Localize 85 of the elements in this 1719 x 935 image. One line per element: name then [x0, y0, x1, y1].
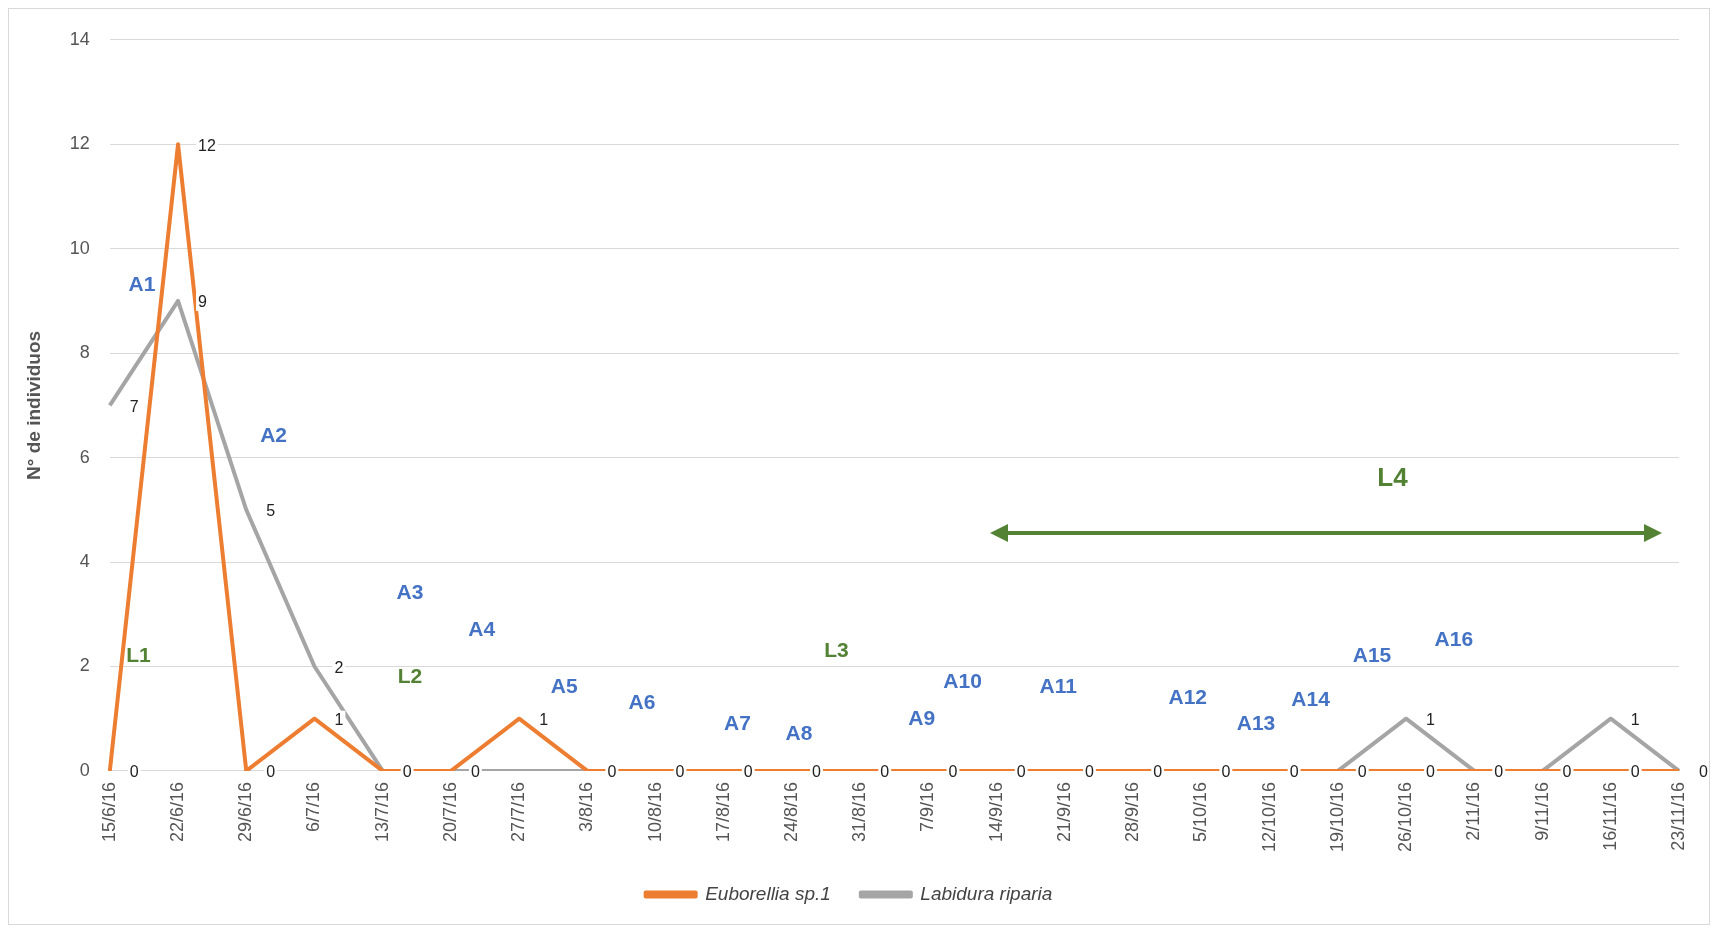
- data-label: 0: [266, 763, 276, 781]
- data-label: 0: [1630, 763, 1640, 781]
- data-label: 2: [334, 658, 344, 676]
- data-label: 0: [743, 763, 753, 781]
- data-label: 0: [880, 763, 890, 781]
- annotation: A16: [1434, 627, 1474, 651]
- data-label: 0: [675, 763, 685, 781]
- annotation: L2: [397, 663, 423, 687]
- x-tick-label: 13/7/16: [371, 781, 392, 842]
- annotation: A3: [396, 580, 424, 604]
- annotation: A11: [1039, 674, 1078, 698]
- annotation: L3: [824, 637, 849, 661]
- data-label: 0: [1016, 763, 1026, 781]
- data-label: 0: [402, 763, 412, 781]
- data-label: 7: [129, 397, 139, 415]
- x-tick-label: 3/8/16: [576, 781, 597, 832]
- x-tick-label: 10/8/16: [644, 781, 665, 842]
- y-tick-label: 8: [79, 342, 90, 363]
- annotation: A15: [1352, 642, 1392, 666]
- x-tick-label: 7/9/16: [917, 781, 938, 832]
- x-tick-label: 9/11/16: [1531, 781, 1552, 841]
- x-tick-label: 12/10/16: [1258, 781, 1279, 853]
- annotation: A13: [1236, 710, 1276, 734]
- data-label: 0: [812, 763, 822, 781]
- y-tick-label: 14: [69, 28, 90, 49]
- x-tick-label: 15/6/16: [98, 781, 119, 842]
- x-tick-label: 16/11/16: [1599, 781, 1620, 851]
- x-tick-label: 23/11/16: [1667, 781, 1688, 851]
- y-tick-label: 2: [79, 655, 90, 676]
- data-label: 0: [1562, 763, 1572, 781]
- legend-label: Euborellia sp.1: [705, 882, 831, 904]
- annotation: A1: [128, 272, 156, 296]
- data-label: 0: [1153, 763, 1163, 781]
- x-tick-label: 14/9/16: [985, 781, 1006, 842]
- x-tick-label: 29/6/16: [235, 781, 256, 842]
- data-label: 5: [266, 502, 276, 520]
- y-tick-label: 6: [79, 446, 90, 467]
- data-label: 0: [1357, 763, 1367, 781]
- x-tick-label: 20/7/16: [439, 781, 460, 842]
- x-tick-label: 21/9/16: [1053, 781, 1074, 842]
- y-tick-label: 10: [69, 237, 90, 258]
- annotation: A2: [260, 423, 287, 447]
- data-label: 12: [198, 136, 216, 154]
- x-tick-label: 31/8/16: [849, 781, 870, 842]
- annotation: A7: [724, 710, 751, 734]
- annotation: A12: [1168, 684, 1208, 708]
- y-tick-label: 0: [79, 759, 90, 780]
- x-tick-label: 19/10/16: [1326, 781, 1347, 853]
- y-axis-title: N° de individuos: [22, 330, 44, 480]
- data-label: 1: [334, 711, 344, 729]
- data-label: 0: [129, 763, 139, 781]
- annotation: A5: [550, 674, 578, 698]
- x-tick-label: 2/11/16: [1463, 781, 1484, 841]
- data-label: 9: [198, 293, 208, 311]
- x-tick-label: 26/10/16: [1395, 781, 1416, 853]
- data-label: 0: [470, 763, 480, 781]
- x-tick-label: 22/6/16: [167, 781, 188, 842]
- x-tick-label: 27/7/16: [508, 781, 529, 842]
- annotation: L4: [1377, 461, 1409, 492]
- annotation: A4: [468, 616, 496, 640]
- annotation: A8: [785, 721, 813, 745]
- data-label: 0: [1084, 763, 1094, 781]
- annotation: A9: [908, 705, 936, 729]
- x-tick-label: 17/8/16: [712, 781, 733, 842]
- legend-label: Labidura riparia: [920, 882, 1053, 904]
- annotation: A14: [1291, 687, 1331, 711]
- data-label: 0: [948, 763, 958, 781]
- y-tick-label: 12: [69, 133, 90, 154]
- data-label: 1: [539, 711, 549, 729]
- x-tick-label: 24/8/16: [781, 781, 802, 842]
- x-tick-label: 6/7/16: [303, 781, 324, 832]
- data-label: 0: [1699, 763, 1708, 781]
- annotation: A10: [943, 668, 982, 692]
- data-label: 1: [1426, 711, 1436, 729]
- y-tick-label: 4: [79, 551, 90, 572]
- x-tick-label: 5/10/16: [1190, 781, 1211, 842]
- data-label: 0: [1221, 763, 1231, 781]
- data-label: 0: [1426, 763, 1436, 781]
- annotation: A6: [628, 689, 656, 713]
- data-label: 0: [607, 763, 617, 781]
- data-label: 0: [1289, 763, 1299, 781]
- x-tick-label: 28/9/16: [1122, 781, 1143, 842]
- annotation: L1: [126, 642, 152, 666]
- data-label: 0: [1494, 763, 1504, 781]
- data-label: 1: [1630, 711, 1640, 729]
